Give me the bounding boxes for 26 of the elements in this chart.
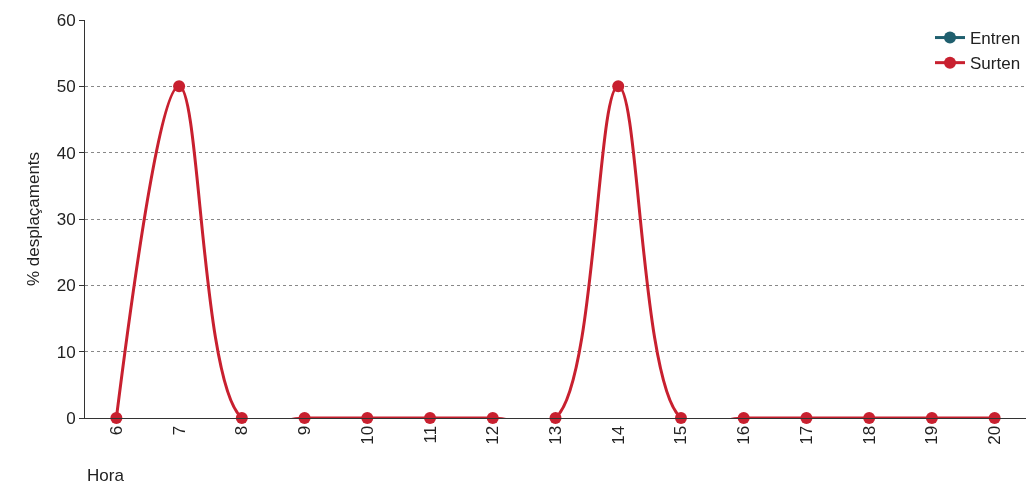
y-tick-label: 50 <box>56 77 76 97</box>
x-tick-label: 7 <box>169 425 189 436</box>
x-tick-label: 18 <box>859 425 879 445</box>
x-tick-label: 12 <box>483 425 503 445</box>
x-tick-label: 9 <box>295 425 315 436</box>
y-tick-label: 30 <box>56 209 76 229</box>
y-tick-label: 40 <box>56 143 76 163</box>
legend-label: Entren <box>970 29 1021 49</box>
x-tick-label: 14 <box>608 425 628 445</box>
x-tick-label: 19 <box>922 425 942 445</box>
y-axis-title: % desplaçaments <box>24 151 44 287</box>
y-tick-label: 20 <box>56 276 76 296</box>
x-tick-label: 16 <box>734 425 754 445</box>
x-tick-label: 8 <box>232 425 252 436</box>
x-tick-label: 10 <box>357 425 377 445</box>
y-tick-label: 60 <box>56 10 76 30</box>
x-axis-title: Hora <box>87 466 125 482</box>
x-tick-label: 11 <box>420 425 440 444</box>
x-tick-label: 13 <box>546 425 566 445</box>
x-tick-label: 6 <box>106 425 126 436</box>
legend-label: Surten <box>970 54 1021 74</box>
x-tick-label: 20 <box>985 425 1005 445</box>
x-tick-label: 15 <box>671 425 691 445</box>
y-tick-label: 0 <box>66 408 76 428</box>
y-tick-label: 10 <box>56 342 76 362</box>
x-tick-label: 17 <box>796 425 816 445</box>
